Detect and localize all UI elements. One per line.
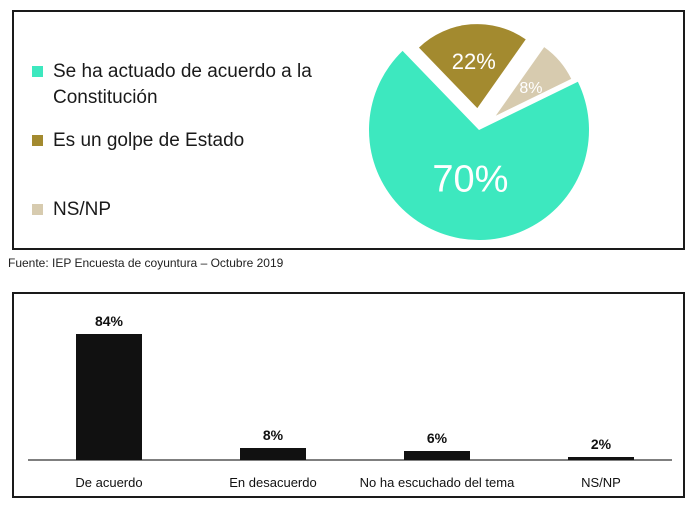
pie-slice-golpe xyxy=(418,24,526,109)
bar-category-en-desacuerdo: En desacuerdo xyxy=(229,475,316,490)
bar-value-de-acuerdo: 84% xyxy=(95,313,124,329)
legend-label-nsnp: NS/NP xyxy=(53,199,112,220)
pie-label-constitucion: 70% xyxy=(432,159,508,201)
pie-chart: 70% 22% 8% xyxy=(369,24,589,240)
pie-slice-nsnp xyxy=(495,47,572,116)
pie-label-nsnp: 8% xyxy=(519,80,542,97)
legend-label-constitucion-line1: Se ha actuado de acuerdo a la xyxy=(53,61,312,82)
bar-nsnp xyxy=(568,457,634,460)
bar-category-de-acuerdo: De acuerdo xyxy=(75,475,142,490)
pie-slice-constitucion xyxy=(369,50,589,240)
legend-swatch-nsnp xyxy=(32,204,43,215)
bar-value-en-desacuerdo: 8% xyxy=(263,427,284,443)
source-caption: Fuente: IEP Encuesta de coyuntura – Octu… xyxy=(8,256,284,270)
legend-item-golpe: Es un golpe de Estado xyxy=(32,128,392,154)
legend-label-golpe: Es un golpe de Estado xyxy=(53,130,245,151)
pie-chart-panel: Se ha actuado de acuerdo a la Constituci… xyxy=(12,10,685,250)
legend-swatch-constitucion xyxy=(32,66,43,77)
bar-chart-panel: 84% 8% 6% 2% De acuerdo En desacuerdo No… xyxy=(12,292,685,498)
bar-en-desacuerdo xyxy=(240,448,306,460)
legend-item-constitucion: Se ha actuado de acuerdo a la Constituci… xyxy=(32,59,392,111)
bar-category-nsnp: NS/NP xyxy=(581,475,621,490)
bar-chart: 84% 8% 6% 2% De acuerdo En desacuerdo No… xyxy=(28,313,672,490)
bar-value-nsnp: 2% xyxy=(591,436,612,452)
pie-label-golpe: 22% xyxy=(452,49,496,74)
bar-category-no-ha-escuchado: No ha escuchado del tema xyxy=(360,475,515,490)
legend-label-constitucion-line2: Constitución xyxy=(53,87,158,108)
legend-swatch-golpe xyxy=(32,135,43,146)
legend-item-nsnp: NS/NP xyxy=(32,197,392,223)
bar-no-ha-escuchado xyxy=(404,451,470,460)
bar-value-no-ha-escuchado: 6% xyxy=(427,430,448,446)
bar-de-acuerdo xyxy=(76,334,142,460)
